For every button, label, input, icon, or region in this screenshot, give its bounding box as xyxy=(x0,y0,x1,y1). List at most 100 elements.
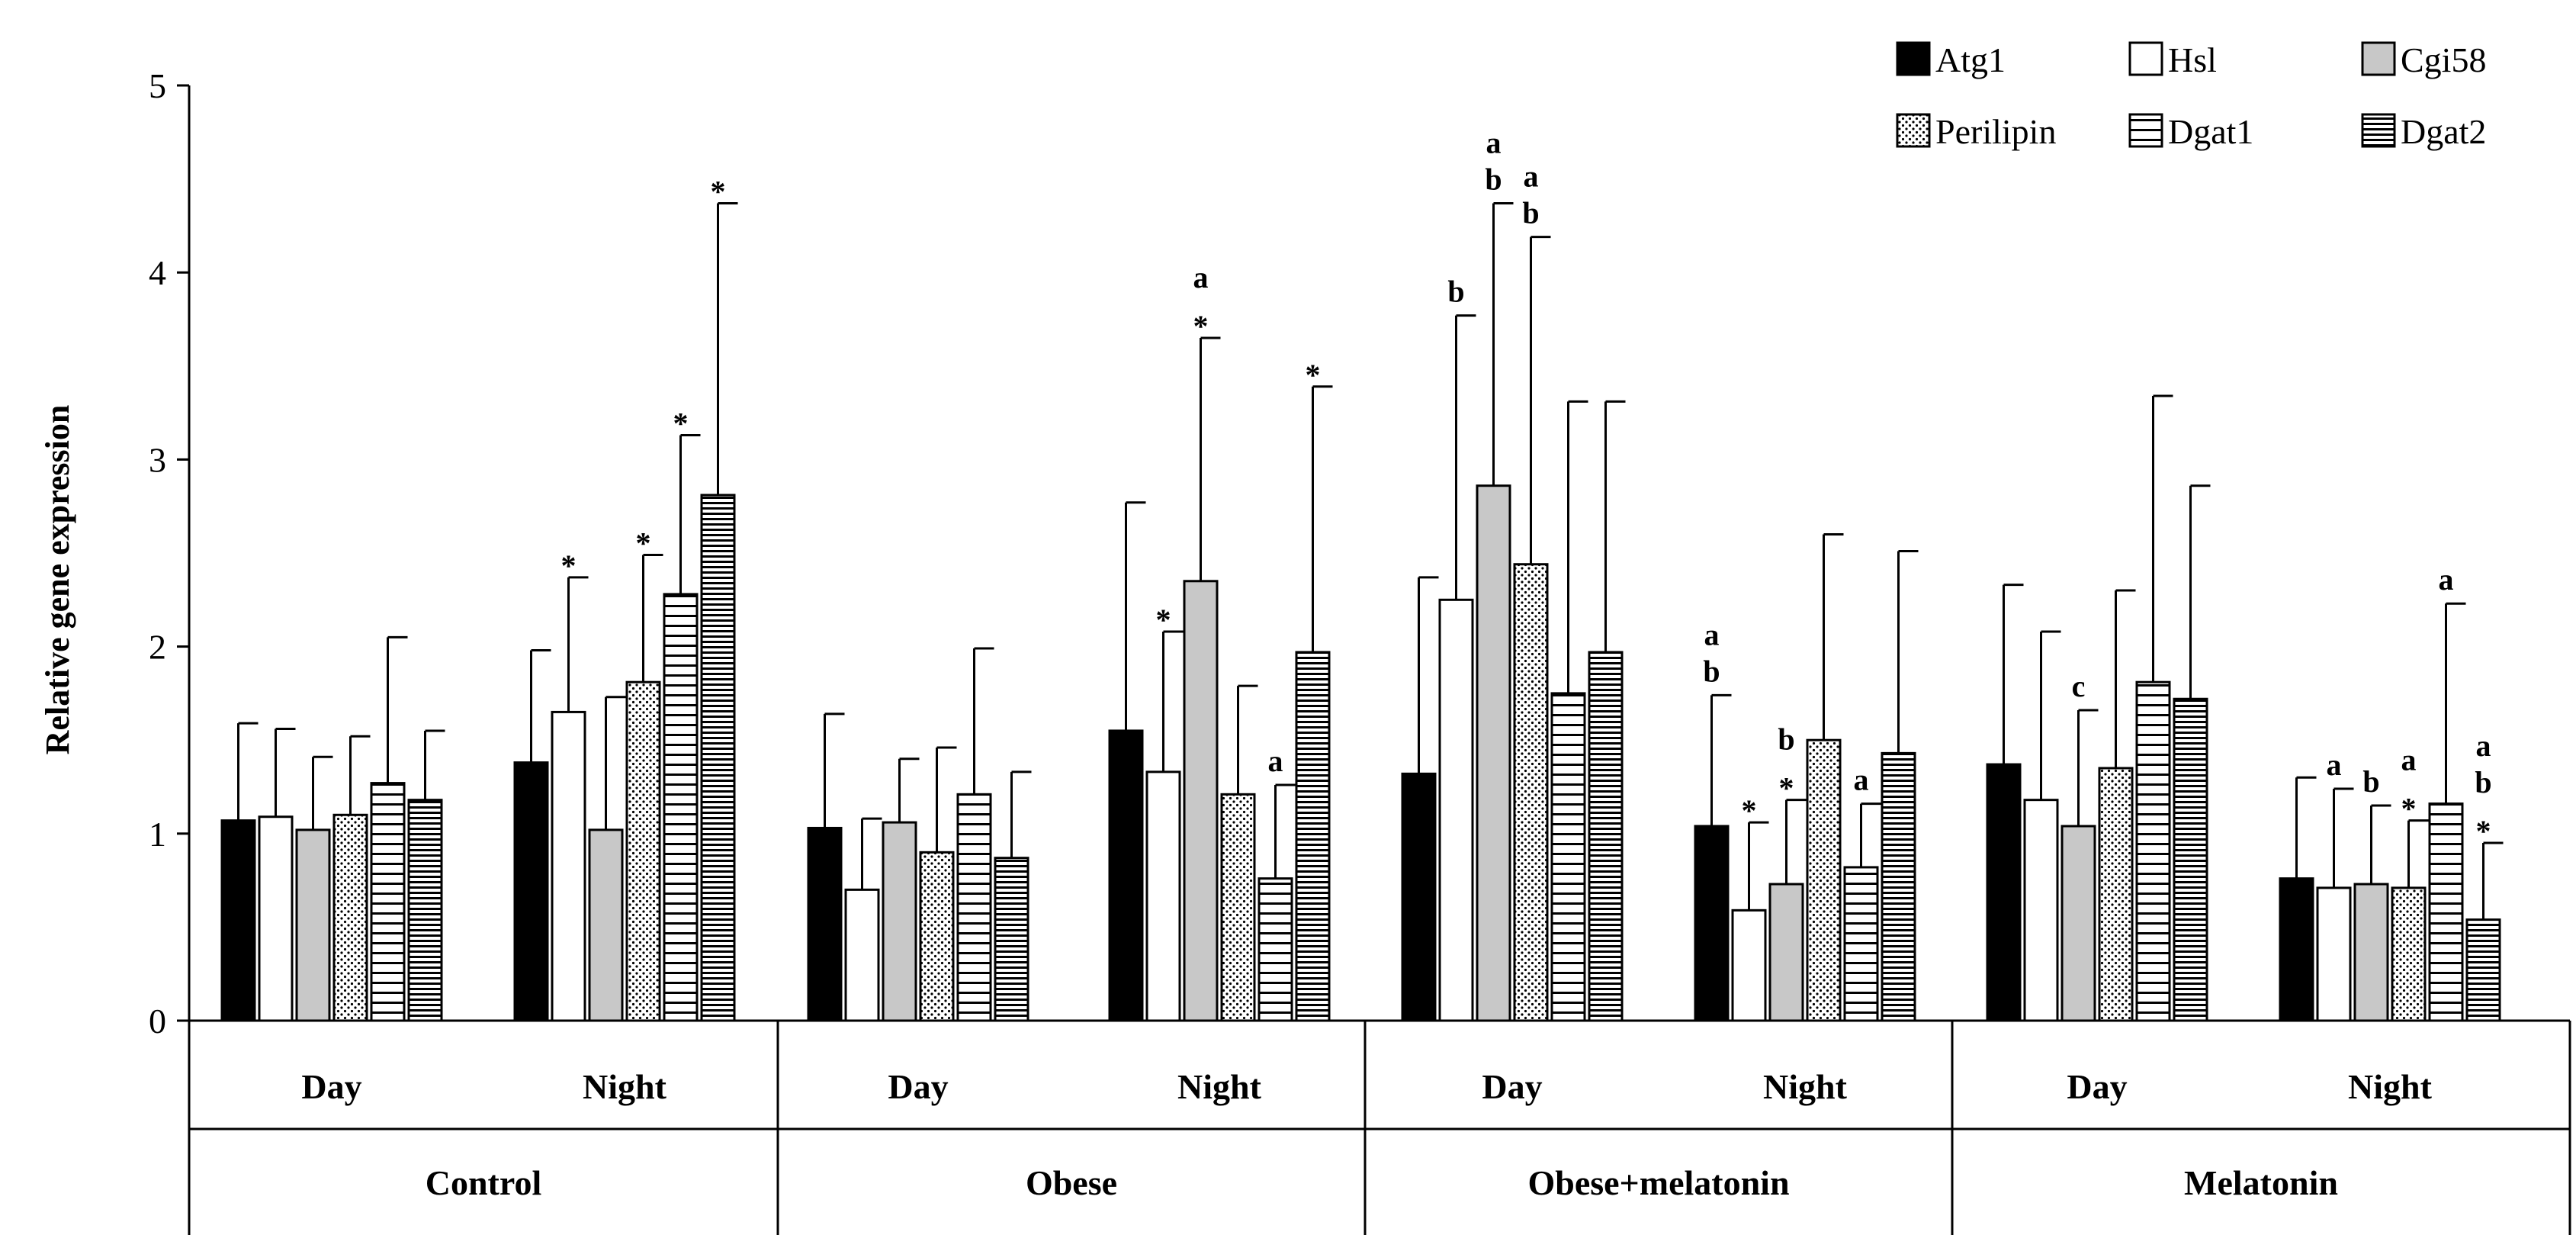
y-tick-label: 5 xyxy=(149,66,166,105)
bar-dgat2-1 xyxy=(407,799,443,1022)
bar-cgi58-2 xyxy=(588,828,624,1022)
significance-label: * xyxy=(1779,771,1794,806)
significance-label: a xyxy=(1704,617,1720,651)
bar-cgi58-7 xyxy=(2060,825,2096,1022)
bar-dgat1-4 xyxy=(1257,877,1293,1022)
time-label: Day xyxy=(301,1067,361,1106)
significance-label: b xyxy=(1522,196,1539,230)
significance-label: a xyxy=(2401,743,2417,777)
significance-label: * xyxy=(1742,793,1757,828)
time-label: Night xyxy=(1763,1067,1848,1106)
bar-dgat1-8 xyxy=(2428,802,2464,1022)
significance-label: a xyxy=(1524,159,1539,194)
bar-cgi58-3 xyxy=(882,821,917,1022)
legend-swatch-perilipin xyxy=(1896,113,1931,148)
legend-swatch-atg1 xyxy=(1896,41,1931,76)
legend-swatch-hsl xyxy=(2128,41,2163,76)
bar-perilipin-7 xyxy=(2098,767,2134,1022)
bar-hsl-5 xyxy=(1438,598,1474,1022)
significance-label: b xyxy=(1778,722,1794,757)
legend-label-dgat2: Dgat2 xyxy=(2401,112,2486,151)
significance-label: * xyxy=(561,548,577,583)
bar-atg1-3 xyxy=(807,826,843,1022)
significance-label: * xyxy=(1156,603,1171,637)
y-tick-label: 3 xyxy=(149,440,166,479)
bar-hsl-4 xyxy=(1145,770,1181,1022)
significance-label: b xyxy=(2475,765,2491,799)
significance-label: * xyxy=(673,407,689,441)
bar-atg1-8 xyxy=(2279,877,2314,1022)
significance-label: a xyxy=(1854,763,1869,797)
legend-swatch-dgat1 xyxy=(2128,113,2163,148)
time-label: Day xyxy=(888,1067,948,1106)
y-axis-label: Relative gene expression xyxy=(39,405,76,755)
legend-label-cgi58: Cgi58 xyxy=(2401,40,2486,79)
bar-hsl-6 xyxy=(1731,909,1767,1022)
bar-cgi58-5 xyxy=(1476,484,1511,1022)
bar-dgat1-3 xyxy=(956,793,992,1022)
significance-label: a xyxy=(2476,728,2491,763)
bar-dgat2-8 xyxy=(2465,918,2501,1022)
y-tick-label: 1 xyxy=(149,815,166,854)
significance-label: * xyxy=(1306,358,1321,392)
axes: 0 1 2 3 4 5 xyxy=(149,66,2571,1235)
bar-dgat2-7 xyxy=(2173,697,2208,1022)
legend-label-hsl: Hsl xyxy=(2168,40,2217,79)
bar-cgi58-6 xyxy=(1768,883,1804,1022)
bar-hsl-8 xyxy=(2316,886,2352,1022)
significance-label: a xyxy=(2327,748,2342,782)
bar-dgat2-6 xyxy=(1881,751,1916,1022)
legend-label-perilipin: Perilipin xyxy=(1935,112,2056,151)
bar-dgat1-1 xyxy=(370,782,406,1022)
significance-label: a xyxy=(2439,562,2454,597)
y-tick-label: 2 xyxy=(149,628,166,667)
bar-cgi58-4 xyxy=(1183,580,1219,1022)
bar-dgat1-2 xyxy=(663,593,699,1022)
significance-label: * xyxy=(711,174,726,208)
bar-perilipin-3 xyxy=(919,851,955,1022)
bar-atg1-5 xyxy=(1401,772,1437,1022)
bar-atg1-6 xyxy=(1694,825,1730,1022)
time-label: Night xyxy=(583,1067,667,1106)
significance-label: b xyxy=(2362,764,2379,799)
legend-swatch-dgat2 xyxy=(2361,113,2396,148)
bar-cgi58-1 xyxy=(295,828,331,1022)
group-label: Melatonin xyxy=(2184,1163,2338,1202)
bars xyxy=(220,484,2501,1022)
group-label: Obese+melatonin xyxy=(1527,1163,1789,1202)
significance-label: a xyxy=(1268,744,1283,778)
group-label: Obese xyxy=(1026,1163,1117,1202)
error-bars xyxy=(237,201,2504,920)
legend-label-dgat1: Dgat1 xyxy=(2168,112,2253,151)
bar-dgat2-5 xyxy=(1588,651,1624,1022)
bar-dgat2-4 xyxy=(1295,651,1331,1022)
time-label: Day xyxy=(2067,1067,2127,1106)
significance-label: a xyxy=(1486,125,1502,159)
y-tick-label: 4 xyxy=(149,253,166,292)
bar-hsl-3 xyxy=(844,888,880,1022)
significance-label: * xyxy=(1193,309,1209,343)
time-label: Day xyxy=(1482,1067,1542,1106)
significance-label: * xyxy=(2476,814,2491,848)
significance-label: b xyxy=(1485,162,1502,196)
bar-perilipin-6 xyxy=(1806,738,1842,1022)
bar-dgat2-2 xyxy=(700,494,736,1022)
bar-atg1-4 xyxy=(1108,729,1144,1022)
bar-dgat1-6 xyxy=(1843,866,1879,1022)
bar-atg1-1 xyxy=(220,819,256,1022)
significance-label: * xyxy=(2401,792,2417,826)
bar-dgat1-7 xyxy=(2135,680,2171,1022)
bar-atg1-2 xyxy=(513,761,549,1022)
x-axis-categories: Control Day Night Obese Day Night Obese+melato… xyxy=(301,1067,2432,1202)
significance-label: * xyxy=(636,526,651,560)
significance-label: b xyxy=(1703,654,1720,688)
significance-label: c xyxy=(2072,669,2086,703)
bar-perilipin-2 xyxy=(625,680,661,1022)
bar-hsl-2 xyxy=(551,710,586,1022)
legend-label-atg1: Atg1 xyxy=(1935,40,2006,79)
y-tick-label: 0 xyxy=(149,1002,166,1040)
bar-perilipin-5 xyxy=(1513,563,1549,1022)
bar-perilipin-4 xyxy=(1220,793,1256,1022)
significance-label: a xyxy=(1193,260,1209,294)
